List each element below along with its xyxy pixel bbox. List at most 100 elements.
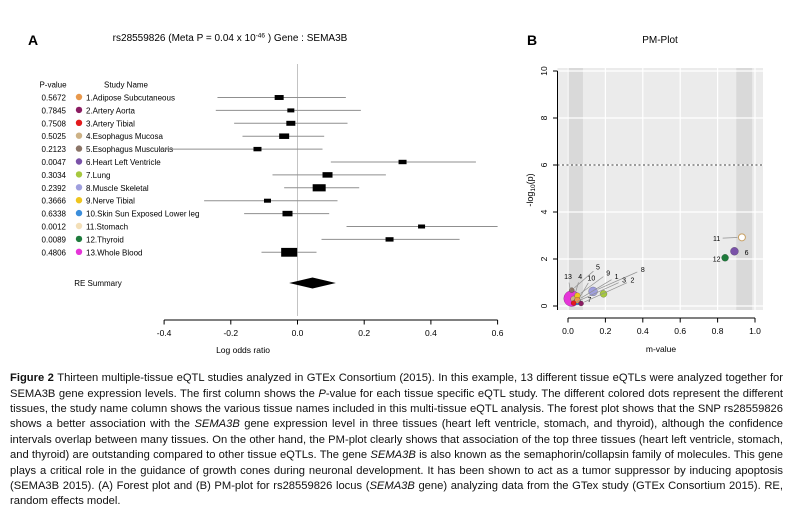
forest-row bbox=[215, 108, 361, 113]
legend-row: 0.0012 11.Stomach bbox=[42, 223, 129, 232]
pm-y-tick-label: 6 bbox=[539, 162, 549, 167]
re-summary-label: RE Summary bbox=[74, 279, 122, 288]
study-p-value: 0.4806 bbox=[42, 248, 67, 257]
pm-point-2 bbox=[578, 300, 584, 307]
study-p-value: 0.3034 bbox=[42, 171, 67, 180]
panel-b-label: B bbox=[527, 32, 537, 48]
study-p-value: 0.0047 bbox=[42, 158, 67, 167]
forest-row bbox=[321, 237, 460, 242]
pm-y-tick-label: 2 bbox=[539, 256, 549, 261]
legend-row: 0.0089 12.Thyroid bbox=[42, 235, 124, 244]
forest-row bbox=[217, 95, 346, 100]
tissue-dot bbox=[75, 235, 83, 243]
pm-leader-line bbox=[579, 282, 589, 298]
forest-x-tick-label: -0.2 bbox=[223, 328, 238, 338]
legend-row: 0.5025 4.Esophagus Mucosa bbox=[42, 132, 164, 141]
study-p-value: 0.2392 bbox=[42, 184, 67, 193]
forest-x-tick-label: 0.0 bbox=[292, 328, 304, 338]
legend-row: 0.3666 9.Nerve Tibial bbox=[42, 197, 136, 206]
pm-panel-bg bbox=[557, 68, 763, 310]
forest-box bbox=[398, 159, 407, 165]
study-name: 12.Thyroid bbox=[86, 235, 124, 244]
forest-title-main: rs28559826 (Meta P = 0.04 x 10 bbox=[113, 33, 256, 44]
forest-box bbox=[287, 108, 295, 113]
pm-ylabel-post: (p) bbox=[525, 173, 535, 184]
pm-leader-line bbox=[580, 276, 604, 294]
pm-leader-line bbox=[574, 282, 579, 296]
study-name: 2.Artery Aorta bbox=[86, 106, 135, 115]
forest-row bbox=[261, 247, 317, 257]
caption-segment: gene) analyzing data from the GTex study… bbox=[10, 480, 783, 508]
pm-point-12 bbox=[721, 254, 729, 262]
pm-point-5 bbox=[568, 287, 575, 293]
pm-point-label: 10 bbox=[587, 275, 595, 282]
legend-row: 0.3034 7.Lung bbox=[42, 171, 111, 180]
legend-row: 0.5672 1.Adipose Subcutaneous bbox=[42, 94, 175, 103]
figure-2-plots: rs28559826 (Meta P = 0.04 x 10-46 ) Gene… bbox=[28, 32, 763, 355]
pm-y-tick-label: 0 bbox=[539, 303, 549, 308]
forest-col-header-study: Study Name bbox=[104, 81, 149, 90]
study-name: 11.Stomach bbox=[86, 223, 128, 232]
pm-shaded-band bbox=[736, 68, 753, 310]
pm-point-label: 2 bbox=[631, 278, 635, 285]
study-name: 9.Nerve Tibial bbox=[86, 197, 135, 206]
pm-axes: 0 2 4 6 8 10 0.0 0.2 0.4 0.6 0.8 1.0 bbox=[539, 66, 761, 336]
legend-row: 0.7845 2.Artery Aorta bbox=[42, 106, 136, 115]
forest-x-tick-label: -0.4 bbox=[157, 328, 172, 338]
study-p-value: 0.0089 bbox=[42, 235, 67, 244]
forest-row bbox=[330, 159, 476, 165]
caption-segment: SEMA3B bbox=[370, 449, 416, 462]
pm-point-label: 5 bbox=[596, 265, 600, 272]
caption-segment: SEMA3B bbox=[194, 418, 240, 431]
forest-x-axis-label: Log odds ratio bbox=[216, 345, 270, 355]
study-name: 7.Lung bbox=[86, 171, 110, 180]
pm-shaded-band bbox=[567, 68, 583, 310]
study-name: 4.Esophagus Mucosa bbox=[86, 132, 163, 141]
tissue-dot bbox=[75, 106, 83, 114]
tissue-dot bbox=[75, 119, 83, 127]
pm-point-7 bbox=[599, 290, 608, 298]
caption-segment: -value for each tissue specific eQTL stu… bbox=[10, 387, 783, 431]
pm-point-label: 13 bbox=[564, 274, 572, 281]
pm-x-tick-label: 1.0 bbox=[749, 326, 761, 336]
figure-caption: Figure 2 Thirteen multiple-tissue eQTL s… bbox=[10, 371, 783, 510]
pm-y-tick-label: 4 bbox=[539, 209, 549, 214]
forest-box bbox=[281, 247, 298, 257]
forest-box bbox=[274, 95, 284, 100]
tissue-dot bbox=[75, 145, 83, 152]
pm-x-axis-label: m-value bbox=[646, 344, 677, 354]
forest-row bbox=[244, 210, 330, 217]
tissue-dot bbox=[75, 93, 83, 101]
pm-point-label: 8 bbox=[641, 267, 645, 274]
pm-x-tick-label: 0.8 bbox=[712, 326, 724, 336]
caption-segment: P bbox=[318, 387, 326, 400]
forest-row bbox=[346, 224, 498, 229]
forest-x-tick-label: 0.2 bbox=[358, 328, 370, 338]
tissue-dot bbox=[75, 184, 83, 191]
pm-point-label: 7 bbox=[588, 297, 592, 304]
caption-segment: SEMA3B bbox=[369, 480, 415, 493]
study-p-value: 0.5672 bbox=[42, 94, 67, 103]
forest-box bbox=[322, 172, 333, 178]
legend-row: 0.0047 6.Heart Left Ventricle bbox=[42, 158, 162, 167]
tissue-dot bbox=[75, 248, 83, 255]
forest-x-axis: -0.4 -0.2 0.0 0.2 0.4 0.6 bbox=[157, 319, 504, 338]
forest-title-gene: ) Gene : SEMA3B bbox=[265, 33, 348, 44]
pm-leader-line bbox=[584, 282, 628, 303]
tissue-dot bbox=[75, 171, 83, 178]
forest-row bbox=[157, 146, 323, 152]
pm-leader-line bbox=[576, 282, 619, 302]
study-p-value: 0.7508 bbox=[42, 119, 67, 128]
forest-title-exponent: -46 bbox=[256, 33, 266, 40]
forest-box bbox=[263, 198, 271, 203]
pm-point-3 bbox=[570, 300, 577, 306]
study-name: 5.Esophagus Muscularis bbox=[86, 145, 173, 154]
study-p-value: 0.3666 bbox=[42, 197, 67, 206]
pm-x-tick-label: 0.2 bbox=[599, 326, 611, 336]
caption-segment: Figure 2 bbox=[10, 372, 58, 385]
forest-row bbox=[204, 198, 338, 203]
forest-plot-panel: rs28559826 (Meta P = 0.04 x 10-46 ) Gene… bbox=[42, 33, 504, 339]
tissue-dot bbox=[75, 158, 83, 165]
forest-box bbox=[312, 184, 326, 192]
